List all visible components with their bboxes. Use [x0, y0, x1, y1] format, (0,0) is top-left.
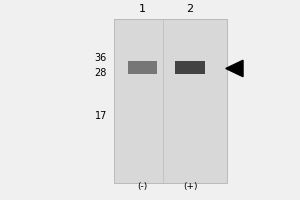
Text: 1: 1: [139, 4, 146, 14]
FancyBboxPatch shape: [175, 61, 205, 74]
Text: 36: 36: [95, 53, 107, 63]
Text: 2: 2: [187, 4, 194, 14]
Text: (+): (+): [183, 182, 197, 191]
Text: (-): (-): [137, 182, 148, 191]
FancyBboxPatch shape: [128, 61, 158, 74]
Text: 17: 17: [94, 111, 107, 121]
Polygon shape: [226, 60, 243, 77]
Text: 28: 28: [94, 68, 107, 78]
FancyBboxPatch shape: [114, 19, 227, 183]
